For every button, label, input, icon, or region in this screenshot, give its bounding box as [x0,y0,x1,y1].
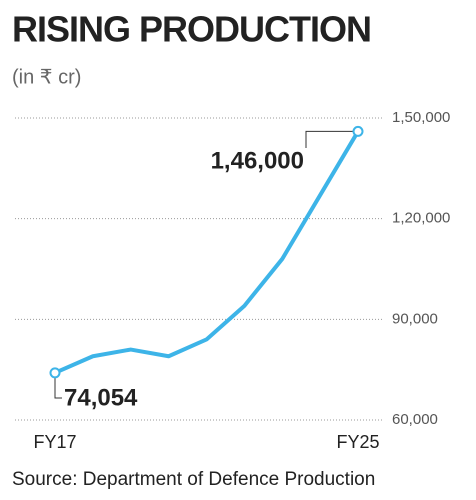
data-label: 1,46,000 [211,147,304,174]
point-marker [49,367,61,379]
point-marker [352,125,364,137]
y-tick-label: 90,000 [392,310,438,327]
x-tick-label: FY17 [33,432,76,452]
callout-line [54,372,62,399]
x-tick-label: FY25 [336,432,379,452]
y-tick-label: 60,000 [392,411,438,428]
source: Source: Department of Defence Production [12,469,375,490]
callout-line [305,130,358,148]
chart-title: RISING PRODUCTION [12,9,371,50]
data-label: 74,054 [64,384,138,411]
line [53,129,360,375]
y-tick-label: 1,50,000 [392,109,450,126]
chart-subtitle: (in ₹ cr) [12,66,81,88]
y-tick-label: 1,20,000 [392,210,450,227]
